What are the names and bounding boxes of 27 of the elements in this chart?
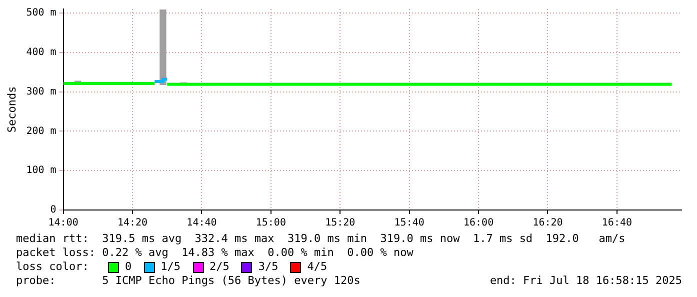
y-tick-label: 400 m [26, 46, 56, 58]
y-tick-label: 100 m [26, 165, 56, 176]
x-tick-label: 14:40 [186, 218, 217, 229]
y-tick-label: 500 m [26, 8, 56, 19]
legend-title: loss color: [16, 260, 90, 274]
x-tick-label: 16:20 [532, 218, 563, 229]
x-tick-label: 16:40 [602, 218, 632, 229]
y-tick-label: 300 m [26, 86, 56, 98]
legend-label: 2/5 [210, 260, 230, 274]
legend-label: 3/5 [258, 260, 278, 274]
bar [160, 9, 166, 85]
text: packet loss: 0.22 % avg 14.83 % max 0.00 % min 0.00 % now [16, 246, 414, 260]
x-tick-label: 15:40 [394, 218, 424, 229]
legend-label: 4/5 [307, 260, 328, 274]
text: probe: 5 ICMP Echo Pings (56 Bytes) every 120s [16, 274, 360, 288]
y-tick-label: 0 [50, 204, 56, 216]
y-tick-label: 200 m [26, 126, 56, 137]
text: end: Fri Jul 18 16:58:15 2025 [490, 274, 682, 288]
x-tick-label: 14:00 [48, 218, 78, 229]
x-tick-label: 15:00 [256, 218, 286, 229]
y-axis-title: Seconds [5, 86, 18, 133]
text: median rtt: 319.5 ms avg 332.4 ms max 319.0 ms min 319.0 ms now 1.7 ms sd 192.0 am/s [16, 232, 626, 246]
legend-label: 0 [125, 260, 132, 274]
x-tick-label: 15:20 [325, 218, 356, 229]
x-tick-label: 14:20 [117, 218, 148, 229]
legend-label: 1/5 [160, 260, 180, 274]
x-tick-label: 16:00 [463, 218, 494, 229]
